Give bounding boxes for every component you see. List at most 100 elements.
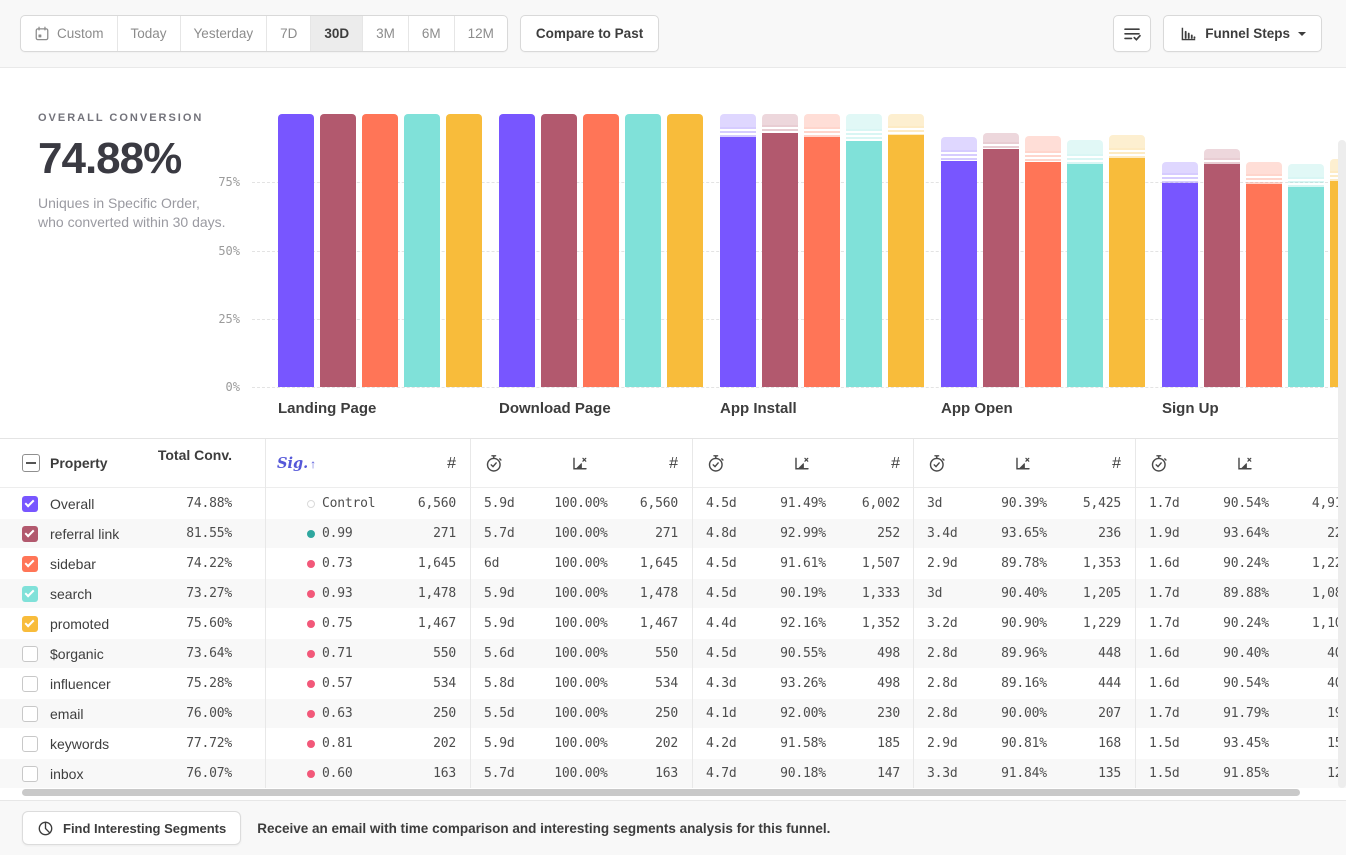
table-row[interactable]: influencer 75.28% 0.57 534 5.8d 100.00% 534 4.3… [0,668,1346,698]
step-time: 5.9d [484,616,515,631]
table-row[interactable]: promoted 75.60% 0.75 1,467 5.9d 100.00% 1,467 4… [0,608,1346,638]
row-checkbox[interactable] [22,676,38,692]
funnel-bar[interactable] [583,114,619,387]
step-count: 550 [655,646,678,661]
funnel-bar[interactable] [888,135,924,387]
filter-button[interactable] [1113,15,1152,52]
table-row[interactable]: email 76.00% 0.63 250 5.5d 100.00% 250 4.1d 92.0… [0,698,1346,728]
select-all-checkbox[interactable] [22,454,40,472]
table-row[interactable]: inbox 76.07% 0.60 163 5.7d 100.00% 163 4.7d 90.1… [0,758,1346,788]
calendar-icon [34,26,50,42]
date-range-3m[interactable]: 3M [363,16,409,51]
step-count: 1,221 [1311,556,1346,571]
horizontal-scrollbar[interactable] [22,789,1300,796]
property-name: influencer [50,676,111,692]
step-conversion: 91.85% [1223,766,1269,781]
funnel-bar[interactable] [1109,158,1145,387]
funnel-bar[interactable] [1246,184,1282,387]
chart-type-dropdown[interactable]: Funnel Steps [1163,15,1322,52]
count-column-icon[interactable]: # [447,455,456,472]
date-range-yesterday[interactable]: Yesterday [181,16,268,51]
property-name: $organic [50,646,104,662]
row-checkbox[interactable] [22,736,38,752]
step-count: 230 [877,706,900,721]
funnel-bar[interactable] [541,114,577,387]
significance-value: 0.99 [322,526,353,541]
funnel-bar[interactable] [983,149,1019,387]
date-range-12m[interactable]: 12M [455,16,507,51]
time-to-convert-icon[interactable] [706,454,725,473]
step-conversion: 100.00% [554,526,608,541]
row-checkbox[interactable] [22,616,38,632]
funnel-bar[interactable] [667,114,703,387]
dropoff-hatch [1204,157,1240,165]
conversion-rate-icon[interactable] [792,454,811,473]
funnel-bar[interactable] [762,133,798,387]
time-to-convert-icon[interactable] [484,454,503,473]
count-column-icon[interactable]: # [669,455,678,472]
step-count: 498 [877,676,900,691]
step-conversion: 90.40% [1001,586,1047,601]
funnel-bar[interactable] [278,114,314,387]
row-checkbox[interactable] [22,526,38,542]
step-time: 4.5d [706,586,737,601]
step-conversion: 89.78% [1001,556,1047,571]
sig-column-header[interactable]: Sig. ↑ [277,439,316,489]
funnel-bar[interactable] [499,114,535,387]
funnel-bar[interactable] [446,114,482,387]
table-row[interactable]: referral link 81.55% 0.99 271 5.7d 100.00% 271… [0,518,1346,548]
time-to-convert-icon[interactable] [927,454,946,473]
find-interesting-segments-button[interactable]: Find Interesting Segments [22,811,242,845]
check-icon [24,587,35,597]
time-to-convert-icon[interactable] [1149,454,1168,473]
step-time: 1.5d [1149,766,1180,781]
funnel-bar[interactable] [941,161,977,387]
date-range-7d[interactable]: 7D [267,16,312,51]
column-divider [470,439,471,788]
date-range-30d[interactable]: 30D [311,16,364,51]
count-column-icon[interactable]: # [1250,439,1346,488]
significance-dot [307,770,315,778]
count-column-icon[interactable]: # [891,455,900,472]
date-range-6m[interactable]: 6M [409,16,455,51]
row-checkbox[interactable] [22,496,38,512]
funnel-bar[interactable] [404,114,440,387]
funnel-bar[interactable] [320,114,356,387]
funnel-bar[interactable] [1204,164,1240,387]
row-checkbox[interactable] [22,646,38,662]
date-range-today[interactable]: Today [118,16,181,51]
step-count: 405 [1327,646,1346,661]
conversion-rate-icon[interactable] [1013,454,1032,473]
conversion-rate-icon[interactable] [1235,454,1254,473]
funnel-bar[interactable] [846,140,882,387]
table-row[interactable]: keywords 77.72% 0.81 202 5.9d 100.00% 202 4.2d 9… [0,728,1346,758]
step-conversion: 90.54% [1223,496,1269,511]
date-range-custom[interactable]: Custom [21,16,118,51]
table-row[interactable]: Overall 74.88% Control 6,560 5.9d 100.00% 6,56… [0,488,1346,518]
segments-table: Property Total Conv. Sig.↑ # # # # # Overal… [0,438,1346,788]
conversion-rate-icon[interactable] [570,454,589,473]
funnel-bar[interactable] [625,114,661,387]
step-conversion: 92.00% [780,706,826,721]
funnel-bar[interactable] [1288,186,1324,387]
count-column-icon[interactable]: # [1112,455,1121,472]
funnel-bar[interactable] [1025,162,1061,387]
total-conv-column-header[interactable]: Total Conv. [157,447,232,463]
table-row[interactable]: search 73.27% 0.93 1,478 5.9d 100.00% 1,478 4.5… [0,578,1346,608]
funnel-bar[interactable] [804,136,840,387]
row-checkbox[interactable] [22,766,38,782]
table-row[interactable]: sidebar 74.22% 0.73 1,645 6d 100.00% 1,645 4.5d… [0,548,1346,578]
row-checkbox[interactable] [22,586,38,602]
funnel-bar[interactable] [362,114,398,387]
funnel-bar[interactable] [1162,182,1198,387]
step-count: 124 [1327,766,1346,781]
vertical-scrollbar[interactable] [1338,140,1346,788]
row-checkbox[interactable] [22,706,38,722]
table-row[interactable]: $organic 73.64% 0.71 550 5.6d 100.00% 550 4.5d 9… [0,638,1346,668]
compare-to-past-button[interactable]: Compare to Past [519,15,660,52]
row-checkbox[interactable] [22,556,38,572]
funnel-bar[interactable] [1067,164,1103,387]
total-conversion: 81.55% [186,526,232,541]
property-column-header[interactable]: Property [50,455,108,471]
funnel-bar[interactable] [720,137,756,387]
